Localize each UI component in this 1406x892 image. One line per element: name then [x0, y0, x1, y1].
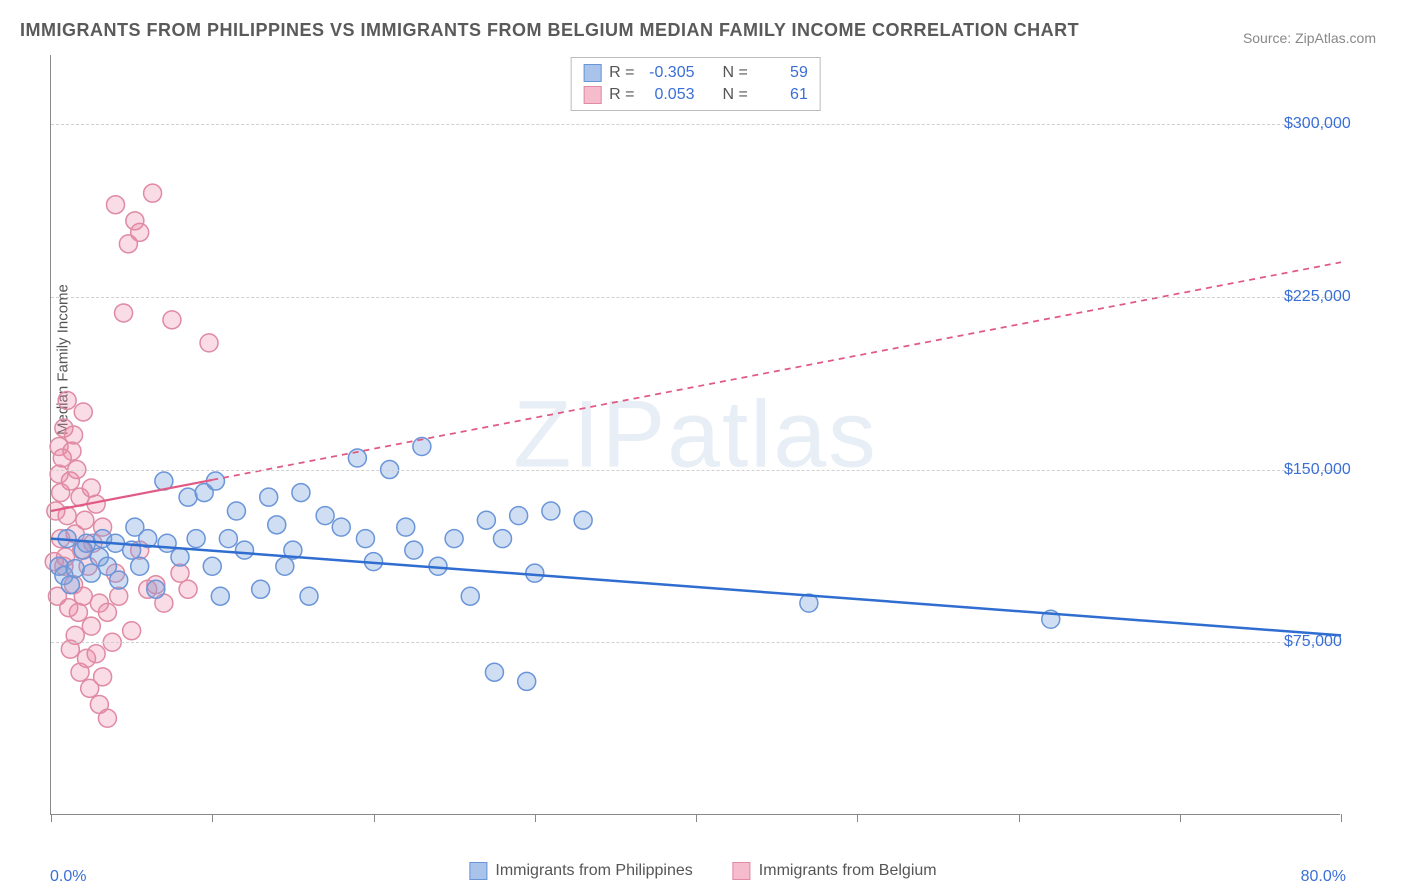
data-point [65, 426, 83, 444]
data-point [82, 564, 100, 582]
y-tick-label: $150,000 [1284, 461, 1404, 479]
data-point [74, 403, 92, 421]
data-point [300, 587, 318, 605]
data-point [110, 571, 128, 589]
x-tick [374, 814, 375, 822]
data-point [115, 304, 133, 322]
trend-line [51, 539, 1341, 636]
data-point [510, 507, 528, 525]
legend: Immigrants from Philippines Immigrants f… [469, 862, 936, 880]
x-axis-max-label: 80.0% [1301, 868, 1346, 886]
data-point [252, 580, 270, 598]
data-point [123, 622, 141, 640]
data-point [332, 518, 350, 536]
y-tick-label: $300,000 [1284, 115, 1404, 133]
legend-item-philippines: Immigrants from Philippines [469, 862, 692, 880]
data-point [236, 541, 254, 559]
data-point [260, 488, 278, 506]
data-point [61, 576, 79, 594]
data-point [461, 587, 479, 605]
data-point [574, 511, 592, 529]
data-point [477, 511, 495, 529]
data-point [445, 530, 463, 548]
data-point [203, 557, 221, 575]
data-point [179, 488, 197, 506]
data-point [227, 502, 245, 520]
data-point [147, 580, 165, 598]
data-point [69, 603, 87, 621]
data-point [494, 530, 512, 548]
data-point [542, 502, 560, 520]
data-point [200, 334, 218, 352]
data-point [94, 668, 112, 686]
legend-label: Immigrants from Belgium [759, 862, 937, 880]
data-point [485, 663, 503, 681]
chart-plot-area: ZIPatlas Median Family Income R = -0.305… [50, 55, 1340, 815]
data-point [131, 223, 149, 241]
swatch-belgium [733, 862, 751, 880]
x-tick [535, 814, 536, 822]
scatter-svg [51, 55, 1340, 814]
source-citation: Source: ZipAtlas.com [1243, 30, 1376, 46]
x-axis-min-label: 0.0% [50, 868, 86, 886]
data-point [219, 530, 237, 548]
data-point [158, 534, 176, 552]
x-tick [1341, 814, 1342, 822]
data-point [63, 442, 81, 460]
data-point [518, 672, 536, 690]
x-tick [51, 814, 52, 822]
data-point [77, 534, 95, 552]
trend-line-extrapolated [212, 262, 1341, 480]
chart-title: IMMIGRANTS FROM PHILIPPINES VS IMMIGRANT… [20, 20, 1079, 41]
data-point [144, 184, 162, 202]
swatch-philippines [469, 862, 487, 880]
gridline [51, 470, 1340, 471]
data-point [292, 484, 310, 502]
data-point [187, 530, 205, 548]
y-tick-label: $75,000 [1284, 633, 1404, 651]
data-point [98, 603, 116, 621]
data-point [171, 548, 189, 566]
data-point [82, 479, 100, 497]
data-point [405, 541, 423, 559]
data-point [526, 564, 544, 582]
data-point [268, 516, 286, 534]
data-point [171, 564, 189, 582]
data-point [316, 507, 334, 525]
data-point [163, 311, 181, 329]
data-point [98, 709, 116, 727]
data-point [76, 511, 94, 529]
data-point [58, 391, 76, 409]
gridline [51, 297, 1340, 298]
data-point [356, 530, 374, 548]
data-point [276, 557, 294, 575]
legend-item-belgium: Immigrants from Belgium [733, 862, 937, 880]
gridline [51, 642, 1340, 643]
data-point [87, 645, 105, 663]
data-point [110, 587, 128, 605]
data-point [82, 617, 100, 635]
gridline [51, 124, 1340, 125]
x-tick [212, 814, 213, 822]
data-point [66, 560, 84, 578]
x-tick [696, 814, 697, 822]
data-point [131, 557, 149, 575]
data-point [179, 580, 197, 598]
data-point [397, 518, 415, 536]
x-tick [1180, 814, 1181, 822]
x-tick [857, 814, 858, 822]
legend-label: Immigrants from Philippines [495, 862, 692, 880]
y-tick-label: $225,000 [1284, 288, 1404, 306]
x-tick [1019, 814, 1020, 822]
data-point [211, 587, 229, 605]
data-point [107, 196, 125, 214]
